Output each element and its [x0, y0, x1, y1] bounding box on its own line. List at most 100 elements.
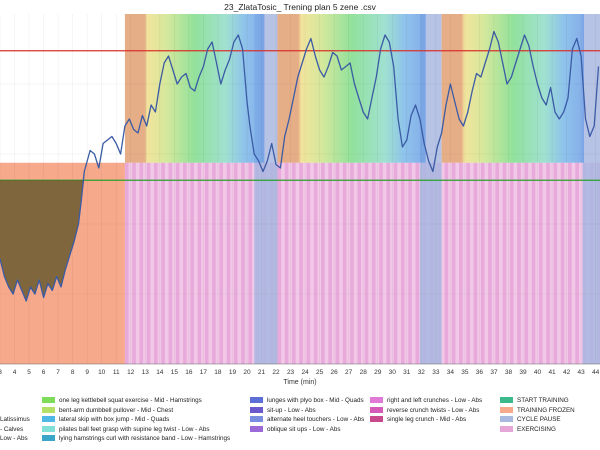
- x-tick-label: 39: [519, 369, 527, 376]
- legend-label: lying hamstrings curl with resistance ba…: [59, 435, 231, 442]
- exercise-stripe: [342, 162, 347, 364]
- exercise-stripe: [488, 162, 492, 364]
- exercise-stripe: [451, 162, 456, 364]
- exercise-stripe: [575, 162, 579, 364]
- x-tick-label: 38: [505, 369, 513, 376]
- x-tick-label: 44: [592, 369, 600, 376]
- legend-swatch: [250, 416, 263, 423]
- legend-label: TRAINING FROZEN: [517, 406, 575, 414]
- legend-item: reverse crunch twists - Low - Abs: [370, 407, 479, 414]
- x-tick-label: 14: [156, 369, 164, 376]
- legend-item: pilates ball feet grasp with supine leg …: [42, 426, 210, 433]
- x-tick-label: 23: [287, 369, 295, 376]
- legend-swatch: [42, 406, 55, 413]
- x-tick-label: 28: [360, 369, 368, 376]
- exercise-stripe: [153, 162, 158, 364]
- x-tick-label: 5: [27, 369, 31, 376]
- exercise-stripe: [241, 162, 245, 364]
- exercise-stripe: [161, 162, 165, 364]
- x-tick-label: 29: [374, 369, 382, 376]
- x-tick-label: 26: [331, 369, 339, 376]
- exercise-stripe: [444, 162, 449, 364]
- legend-item: START TRAINING: [500, 397, 569, 404]
- legend-item: TRAINING FROZEN: [500, 407, 575, 414]
- legend-item: one leg kettlebell squat exercise - Mid …: [42, 397, 202, 404]
- x-tick-label: 7: [56, 369, 60, 376]
- x-tick-label: 37: [490, 369, 498, 376]
- exercise-stripe: [502, 162, 507, 364]
- exercise-stripe: [183, 162, 187, 364]
- legend-swatch: [42, 416, 55, 423]
- exercise-stripe: [408, 162, 412, 364]
- exercise-stripe: [379, 162, 383, 364]
- exercise-stripe: [466, 162, 470, 364]
- exercise-stripe: [277, 162, 282, 364]
- x-tick-label: 6: [42, 369, 46, 376]
- x-tick-label: 18: [214, 369, 222, 376]
- x-tick-label: 12: [127, 369, 135, 376]
- exercise-stripe: [139, 162, 144, 364]
- exercise-stripe: [299, 162, 303, 364]
- below-target-fill: [0, 180, 88, 301]
- x-tick-label: 17: [200, 369, 208, 376]
- exercise-stripe: [568, 162, 572, 364]
- x-tick-label: 32: [418, 369, 426, 376]
- legend-label: Latissimus: [0, 416, 30, 423]
- exercise-stripe: [284, 162, 289, 364]
- legend-swatch: [250, 425, 263, 432]
- legend-label: oblique sit ups - Low - Abs: [267, 425, 341, 433]
- legend-item: bent-arm dumbbell pullover - Mid - Chest: [42, 407, 173, 414]
- x-tick-label: 3: [0, 369, 2, 376]
- heat-band: [441, 14, 585, 163]
- exercise-stripe: [233, 162, 238, 364]
- exercise-stripe: [124, 162, 129, 364]
- exercise-stripe: [509, 162, 514, 364]
- chart-title: 23_ZlataTosic_ Trening plan 5 zene .csv: [224, 2, 376, 12]
- exercise-stripe: [538, 162, 543, 364]
- legend-item: - Calves: [0, 426, 23, 433]
- x-tick-label: 19: [229, 369, 237, 376]
- exercise-stripe: [132, 162, 136, 364]
- legend-label: - Calves: [0, 425, 24, 433]
- legend-swatch: [42, 425, 55, 432]
- legend-label: alternate heel touchers - Low - Abs: [267, 416, 365, 423]
- exercise-stripe: [335, 162, 340, 364]
- x-tick-label: 43: [577, 369, 585, 376]
- exercise-stripe: [459, 162, 463, 364]
- heat-band: [124, 14, 265, 163]
- legend-swatch: [250, 406, 263, 413]
- legend-swatch: [370, 406, 383, 413]
- exercise-stripe: [226, 162, 231, 364]
- exercise-stripe: [350, 162, 354, 364]
- exercise-stripe: [531, 162, 536, 364]
- exercise-stripe: [328, 162, 332, 364]
- signal-series: [0, 30, 600, 302]
- x-tick-label: 22: [272, 369, 280, 376]
- legend-label: Low - Abs: [0, 435, 28, 442]
- exercise-stripe: [313, 162, 318, 364]
- exercise-stripe: [197, 162, 202, 364]
- exercise-stripe: [553, 162, 558, 364]
- x-tick-label: 8: [71, 369, 75, 376]
- legend-label: right and left crunches - Low - Abs: [387, 397, 483, 404]
- legend-item: sit-up - Low - Abs: [250, 407, 316, 414]
- legend-label: lateral skip with box jump - Mid - Quads: [59, 416, 170, 423]
- exercise-stripe: [495, 162, 500, 364]
- legend-item: CYCLE PAUSE: [500, 416, 561, 423]
- x-tick-label: 24: [301, 369, 309, 376]
- legend-label: bent-arm dumbbell pullover - Mid - Chest: [59, 406, 174, 414]
- legend-item: right and left crunches - Low - Abs: [370, 397, 482, 404]
- x-tick-label: 41: [548, 369, 556, 376]
- x-tick-label: 33: [432, 369, 440, 376]
- exercise-stripe: [219, 162, 224, 364]
- legend-swatch: [42, 435, 55, 442]
- legend-item: Low - Abs: [0, 435, 28, 442]
- legend-label: CYCLE PAUSE: [517, 416, 561, 423]
- legend-item: Latissimus: [0, 416, 30, 423]
- exercise-stripe: [473, 162, 478, 364]
- exercise-stripe: [517, 162, 521, 364]
- legend-label: START TRAINING: [517, 397, 569, 404]
- legend-item: oblique sit ups - Low - Abs: [250, 426, 341, 433]
- legend-label: reverse crunch twists - Low - Abs: [387, 406, 480, 414]
- x-tick-labels: 3456789101112131415161718192021222324252…: [0, 369, 600, 376]
